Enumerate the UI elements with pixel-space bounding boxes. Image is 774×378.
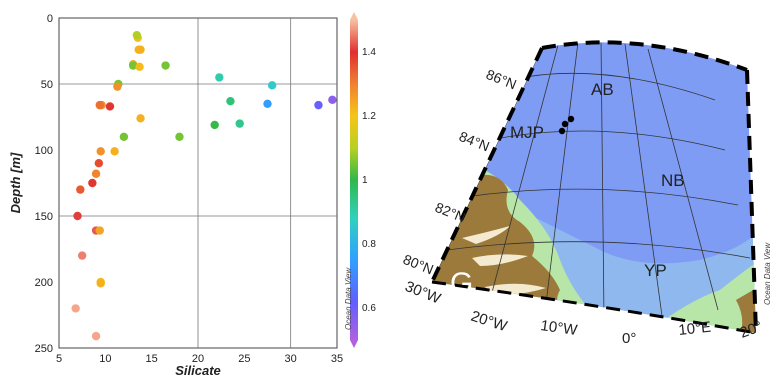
data-point — [77, 251, 87, 260]
colorbar-tick-label: 1.2 — [362, 111, 376, 122]
x-tick-label: 15 — [146, 353, 158, 365]
data-point — [91, 331, 101, 341]
grid-lines — [59, 18, 337, 348]
data-point — [132, 30, 142, 40]
lon-label-10e: 10°E — [678, 319, 712, 339]
region-label-ab: AB — [591, 80, 614, 99]
data-point — [96, 279, 105, 288]
x-tick-labels: 5 10 15 20 25 30 35 — [56, 353, 343, 365]
data-point — [175, 132, 184, 141]
region-label-mjp: MJP — [510, 123, 544, 142]
colorbar-tick-labels: 1.4 1.2 1 0.8 0.6 — [362, 47, 376, 314]
colorbar-tick-label: 1.4 — [362, 47, 376, 58]
data-point — [328, 95, 337, 105]
lat-label-86: 86°N — [484, 66, 519, 93]
colorbar-tick-label: 1 — [362, 175, 368, 186]
colorbar-bottom-arrow — [350, 340, 358, 348]
data-point — [136, 45, 145, 54]
data-point — [95, 226, 104, 235]
data-points — [71, 30, 337, 341]
region-label-yp: YP — [644, 261, 667, 280]
data-point — [226, 96, 235, 106]
lon-label-20w: 20°W — [469, 308, 510, 336]
y-tick-label: 200 — [35, 277, 53, 289]
bathymetry-map: 86°N 84°N 82°N 80°N 30°W 20°W 10°W 0° 10… — [401, 40, 772, 347]
y-tick-label: 100 — [35, 145, 53, 157]
data-point — [210, 120, 219, 130]
x-tick-label: 25 — [238, 353, 250, 365]
data-point — [94, 159, 104, 168]
data-point — [91, 169, 101, 178]
plot-watermark: Ocean Data View — [344, 267, 353, 330]
data-point — [113, 82, 122, 91]
map-fjord-1 — [462, 226, 510, 244]
colorbar-tick-label: 0.8 — [362, 239, 376, 250]
y-tick-label: 50 — [41, 79, 53, 91]
data-point — [263, 99, 272, 109]
x-tick-label: 30 — [285, 353, 297, 365]
colorbar-tick-label: 0.6 — [362, 303, 376, 314]
lon-label-20e: 20° — [738, 318, 765, 342]
map-top-edge — [541, 40, 748, 72]
data-point — [95, 100, 104, 110]
data-point — [135, 62, 144, 72]
y-tick-label: 150 — [35, 211, 53, 223]
data-point — [71, 304, 80, 313]
data-point — [96, 147, 105, 156]
data-point — [235, 119, 244, 128]
data-point — [76, 185, 85, 194]
data-point — [119, 132, 129, 141]
data-point — [110, 147, 119, 156]
data-point — [215, 73, 224, 82]
data-point — [161, 61, 170, 70]
data-point — [88, 178, 97, 188]
map-fjord-2 — [472, 254, 528, 266]
map-graticule — [432, 42, 751, 319]
lat-label-80: 80°N — [401, 251, 436, 278]
x-tick-label: 35 — [331, 353, 343, 365]
data-point — [105, 102, 115, 111]
colorbar-top-arrow — [350, 12, 358, 20]
y-tick-labels: 0 50 100 150 200 250 — [35, 13, 53, 355]
lon-label-0: 0° — [622, 330, 636, 347]
colorbar-bar — [350, 20, 358, 340]
data-point — [73, 211, 82, 221]
station-marker — [561, 120, 569, 128]
x-tick-label: 10 — [99, 353, 111, 365]
data-point — [136, 114, 145, 123]
data-point — [267, 81, 277, 90]
colorbar: 1.4 1.2 1 0.8 0.6 Ocean Data View — [344, 12, 376, 348]
y-tick-label: 0 — [47, 13, 53, 25]
map-stations — [558, 115, 575, 135]
data-point — [314, 100, 323, 110]
map-watermark: Ocean Data View — [763, 242, 772, 305]
region-label-g: G — [450, 267, 473, 300]
y-tick-label: 250 — [35, 343, 53, 355]
lat-label-82: 82°N — [433, 199, 468, 226]
station-marker — [567, 115, 575, 123]
x-tick-label: 20 — [192, 353, 204, 365]
lon-label-10w: 10°W — [539, 317, 579, 339]
station-marker — [558, 127, 566, 135]
data-point — [128, 61, 138, 70]
x-tick-label: 5 — [56, 353, 62, 365]
map-bottom-edge — [431, 280, 757, 335]
region-label-nb: NB — [661, 171, 685, 190]
y-axis-label: Depth [m] — [8, 152, 23, 213]
scatter-plot: 5 10 15 20 25 30 35 0 50 100 150 200 250 Silicate D… — [8, 12, 376, 378]
x-axis-label: Silicate — [175, 363, 221, 378]
lat-label-84: 84°N — [457, 128, 492, 155]
